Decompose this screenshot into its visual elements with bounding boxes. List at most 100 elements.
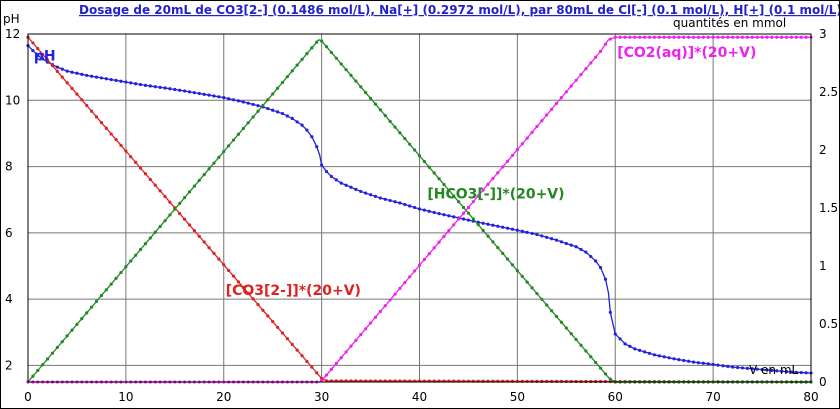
series-point bbox=[550, 237, 554, 241]
series-point bbox=[183, 217, 187, 221]
series-point bbox=[305, 359, 309, 364]
series-point bbox=[510, 227, 515, 231]
series-point bbox=[99, 120, 104, 125]
series-point bbox=[85, 311, 89, 315]
series-point bbox=[378, 108, 382, 112]
x-axis-label: V en mL bbox=[749, 363, 799, 377]
series-point bbox=[794, 370, 798, 374]
series-annotation: [CO2(aq)]*(20+V) bbox=[617, 45, 756, 61]
series-point bbox=[696, 361, 701, 365]
series-point bbox=[41, 363, 45, 367]
series-point bbox=[315, 40, 319, 44]
series-point bbox=[804, 35, 808, 39]
series-point bbox=[354, 79, 358, 83]
series-point bbox=[236, 280, 241, 284]
series-point bbox=[491, 223, 495, 227]
series-point bbox=[789, 370, 794, 374]
series-point bbox=[765, 35, 769, 39]
series-point bbox=[251, 102, 255, 107]
series-point bbox=[481, 188, 485, 192]
series-point bbox=[525, 136, 529, 140]
series-point bbox=[168, 200, 172, 204]
series-point bbox=[579, 72, 583, 77]
series-point bbox=[60, 67, 64, 71]
series-point bbox=[256, 109, 260, 113]
series-point bbox=[124, 80, 128, 84]
series-point bbox=[608, 377, 612, 381]
series-point bbox=[349, 344, 353, 348]
series-point bbox=[344, 183, 348, 187]
series-point bbox=[324, 373, 329, 377]
series-point bbox=[70, 70, 74, 74]
series-point bbox=[241, 126, 245, 131]
series-point bbox=[691, 35, 696, 39]
series-point bbox=[608, 310, 612, 314]
series-point bbox=[706, 362, 710, 366]
series-point bbox=[765, 368, 769, 372]
series-point bbox=[584, 250, 588, 254]
series-point bbox=[476, 194, 480, 198]
series-point bbox=[266, 314, 270, 318]
series-point bbox=[682, 358, 686, 363]
series-point bbox=[60, 75, 64, 79]
series-point bbox=[178, 201, 182, 206]
series-point bbox=[75, 322, 79, 326]
series-point bbox=[349, 73, 353, 78]
y-axis-label: pH bbox=[3, 12, 20, 26]
series-point bbox=[559, 96, 564, 100]
series-point bbox=[569, 84, 573, 88]
series-point bbox=[750, 367, 754, 371]
series-point bbox=[594, 379, 598, 384]
series-point bbox=[275, 325, 280, 329]
series-point bbox=[31, 41, 35, 45]
series-point bbox=[540, 297, 544, 301]
series-point bbox=[486, 182, 490, 186]
series-point bbox=[594, 259, 598, 263]
series-point bbox=[285, 337, 289, 341]
series-point bbox=[148, 84, 152, 88]
series-point bbox=[388, 298, 392, 302]
series-point bbox=[36, 47, 40, 51]
series-point bbox=[515, 268, 519, 273]
series-point bbox=[368, 193, 373, 197]
series-point bbox=[510, 263, 515, 267]
series-point bbox=[45, 58, 50, 62]
y-tick-label: 6 bbox=[5, 226, 13, 240]
series-point bbox=[584, 67, 588, 71]
series-point bbox=[422, 257, 426, 262]
series-point bbox=[364, 191, 368, 195]
series-point bbox=[329, 174, 334, 179]
series-point bbox=[589, 379, 593, 384]
series-point bbox=[261, 103, 265, 108]
series-point bbox=[677, 358, 681, 362]
series-point bbox=[148, 236, 152, 240]
series-point bbox=[202, 173, 206, 177]
series-point bbox=[373, 315, 378, 319]
series-point bbox=[349, 185, 353, 189]
series-point bbox=[256, 104, 260, 108]
series-point bbox=[373, 102, 378, 106]
series-point bbox=[315, 371, 319, 375]
series-point bbox=[383, 113, 387, 118]
series-point bbox=[427, 252, 431, 256]
series-point bbox=[178, 211, 182, 216]
series-point bbox=[564, 241, 568, 246]
series-point bbox=[183, 196, 187, 200]
series-point bbox=[775, 35, 779, 39]
series-point bbox=[295, 63, 299, 67]
series-point bbox=[344, 350, 348, 354]
series-point bbox=[134, 82, 138, 86]
series-point bbox=[50, 64, 55, 68]
series-point bbox=[461, 211, 466, 215]
series-point bbox=[530, 286, 534, 290]
series-point bbox=[452, 215, 456, 219]
series-point bbox=[339, 356, 343, 360]
series-point bbox=[672, 357, 676, 361]
series-point bbox=[339, 62, 343, 66]
series-point bbox=[217, 95, 221, 99]
series-point bbox=[486, 222, 490, 226]
series-point bbox=[271, 92, 275, 96]
y2-tick-label: 3 bbox=[819, 27, 827, 41]
series-point bbox=[618, 35, 622, 39]
